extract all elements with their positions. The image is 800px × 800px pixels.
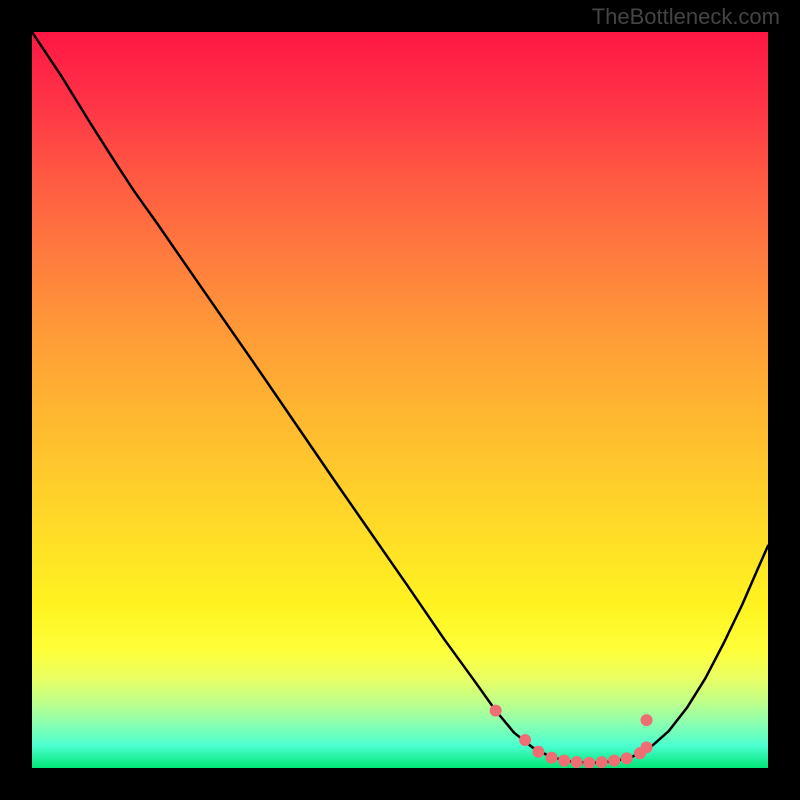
valley-marker <box>641 714 653 726</box>
plot-area <box>32 32 768 768</box>
valley-marker <box>583 757 595 768</box>
valley-marker <box>608 755 620 767</box>
valley-marker <box>519 734 531 746</box>
watermark-text: TheBottleneck.com <box>592 4 780 30</box>
bottleneck-curve <box>32 32 768 763</box>
valley-marker <box>571 756 583 768</box>
valley-markers <box>490 705 653 768</box>
valley-marker <box>621 752 633 764</box>
valley-marker <box>546 752 558 764</box>
valley-marker <box>641 741 653 753</box>
valley-marker <box>558 755 570 767</box>
valley-marker <box>596 756 608 768</box>
curve-layer <box>32 32 768 768</box>
valley-marker <box>532 746 544 758</box>
valley-marker <box>490 705 502 717</box>
